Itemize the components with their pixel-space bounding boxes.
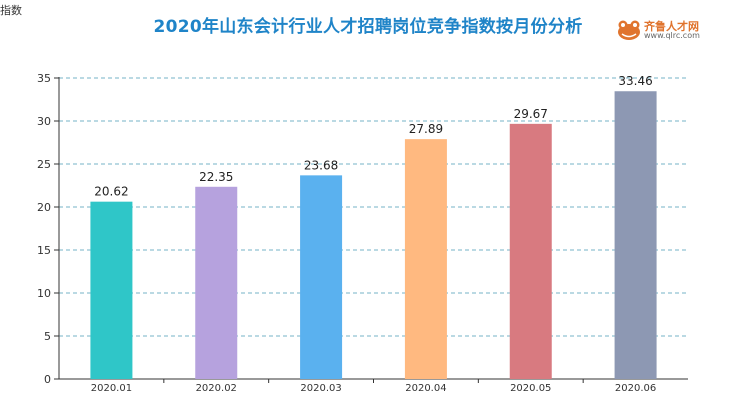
y-tick-label: 0 xyxy=(44,373,51,386)
y-tick-label: 10 xyxy=(37,287,51,300)
y-tick-label: 25 xyxy=(37,158,51,171)
bar-value-label: 22.35 xyxy=(199,170,233,184)
bar xyxy=(404,139,447,379)
x-tick-label: 2020.04 xyxy=(405,383,446,394)
bar-value-label: 29.67 xyxy=(514,107,548,121)
x-tick-label: 2020.03 xyxy=(300,383,341,394)
logo-name: 齐鲁人才网 xyxy=(644,20,699,33)
y-tick-label: 20 xyxy=(37,201,51,214)
bar-value-label: 23.68 xyxy=(304,158,338,172)
bar xyxy=(195,186,238,379)
x-tick-label: 2020.05 xyxy=(510,383,551,394)
x-tick-label: 2020.02 xyxy=(196,383,237,394)
bar xyxy=(614,91,657,379)
brand-logo: 齐鲁人才网 www.qlrc.com xyxy=(616,18,734,42)
bar-value-label: 27.89 xyxy=(409,122,443,136)
bar xyxy=(509,123,552,379)
y-axis-title: 指数 xyxy=(0,4,22,17)
bar xyxy=(300,175,343,379)
logo-url: www.qlrc.com xyxy=(644,31,700,40)
frog-logo-icon xyxy=(618,20,640,40)
y-tick-label: 5 xyxy=(44,330,51,343)
bar-value-label: 33.46 xyxy=(618,74,652,88)
y-tick-label: 35 xyxy=(37,72,51,85)
bar-value-label: 20.62 xyxy=(94,185,128,199)
y-tick-label: 15 xyxy=(37,244,51,257)
chart-title: 2020年山东会计行业人才招聘岗位竞争指数按月份分析 xyxy=(153,17,583,37)
x-tick-label: 2020.01 xyxy=(91,383,132,394)
bar xyxy=(90,201,133,379)
x-tick-label: 2020.06 xyxy=(615,383,656,394)
y-tick-label: 30 xyxy=(37,115,51,128)
